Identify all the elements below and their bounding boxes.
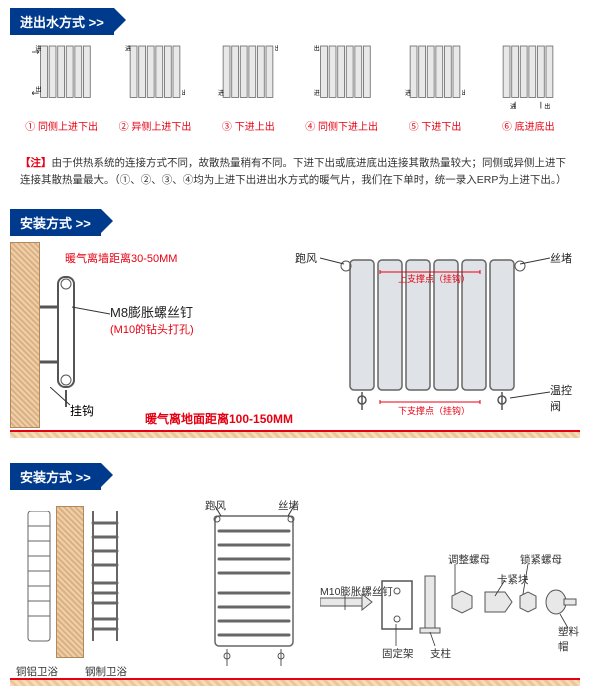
flow-label: ⑥ 底进底出 <box>482 118 575 133</box>
svg-text:进: 进 <box>313 89 319 97</box>
flow-label: ③ 下进上出 <box>202 118 295 133</box>
ground-line-2 <box>10 678 580 686</box>
copper-bath-label: 铜铝卫浴 <box>16 664 58 679</box>
towel-radiator-icon <box>205 511 305 671</box>
note-block: 【注】由于供热系统的连接方式不同，故散热量稍有不同。下进下出或底进底出连接其散热… <box>10 149 580 195</box>
flow-label: ④ 同侧下进上出 <box>295 118 388 133</box>
note-prefix: 【注】 <box>20 157 52 169</box>
gap-ground-label: 暖气离地面距离100-150MM <box>145 410 293 427</box>
flow-item-4: 进 出 ④ 同侧下进上出 <box>295 41 388 133</box>
flow-item-6: 进 出 ⑥ 底进底出 <box>482 41 575 133</box>
section-header-flow: 进出水方式 >> <box>10 8 114 35</box>
flow-row: 进 出 ① 同侧上进下出 进出 ② 异侧上进下出 进出 ③ 下进上出 进出 ④ … <box>10 41 580 133</box>
steel-bath-label: 钢制卫浴 <box>85 664 127 679</box>
svg-text:进: 进 <box>510 103 516 111</box>
brick-wall <box>10 242 40 428</box>
note-body: 由于供热系统的连接方式不同，故散热量稍有不同。下进下出或底进底出连接其散热量较大… <box>20 157 567 186</box>
bottom-point-text: 下支撑点（挂钩） <box>398 405 470 416</box>
svg-text:出: 出 <box>275 44 278 52</box>
flow-item-3: 进 出 ③ 下进上出 <box>202 41 295 133</box>
flow-label: ⑤ 下进下出 <box>388 118 481 133</box>
install2-area: 铜铝卫浴 钢制卫浴 跑风 丝堵 调整螺母 M10膨胀螺丝钉 卡紧块 <box>10 496 580 686</box>
svg-text:出: 出 <box>545 103 551 111</box>
flow-label: ② 异侧上进下出 <box>108 118 201 133</box>
flow-item-5: 进 出 ⑤ 下进下出 <box>388 41 481 133</box>
bolt-sub: (M10的钻头打孔) <box>110 321 194 337</box>
svg-text:进: 进 <box>218 89 224 97</box>
paofeng-label: 跑风 <box>295 250 317 266</box>
svg-text:出: 出 <box>182 89 185 97</box>
brick-wall-2 <box>56 506 84 658</box>
flow-item-1: 进 出 ① 同侧上进下出 <box>15 41 108 133</box>
svg-text:出: 出 <box>462 89 465 97</box>
svg-text:出: 出 <box>35 85 41 93</box>
install1-area: 暖气离墙距离30-50MM M8膨胀螺丝钉 (M10的钻头打孔) 挂钩 上支撑点… <box>10 242 580 435</box>
gap-wall-label: 暖气离墙距离30-50MM <box>65 250 177 266</box>
svg-text:进: 进 <box>405 89 411 97</box>
leader-lines <box>320 552 590 662</box>
flow-item-2: 进出 ② 异侧上进下出 <box>108 41 201 133</box>
section-header-install2: 安装方式 >> <box>10 463 101 490</box>
flow-panel: 进 出 ① 同侧上进下出 进出 ② 异侧上进下出 进出 ③ 下进上出 进出 ④ … <box>0 41 590 143</box>
bolt-text: M8膨胀螺丝钉 <box>110 302 194 321</box>
valve-label: 温控阀 <box>550 382 580 414</box>
svg-text:进: 进 <box>125 44 131 52</box>
svg-text:出: 出 <box>313 44 319 52</box>
steel-bath-icon <box>85 511 129 656</box>
ground-line <box>10 430 580 438</box>
section-header-install1: 安装方式 >> <box>10 209 101 236</box>
bolt-label: M8膨胀螺丝钉 (M10的钻头打孔) <box>110 302 194 337</box>
copper-bath-icon <box>20 511 60 656</box>
sidu-label: 丝堵 <box>550 250 572 266</box>
flow-label: ① 同侧上进下出 <box>15 118 108 133</box>
top-point-text: 上支撑点（挂钩） <box>398 273 470 284</box>
